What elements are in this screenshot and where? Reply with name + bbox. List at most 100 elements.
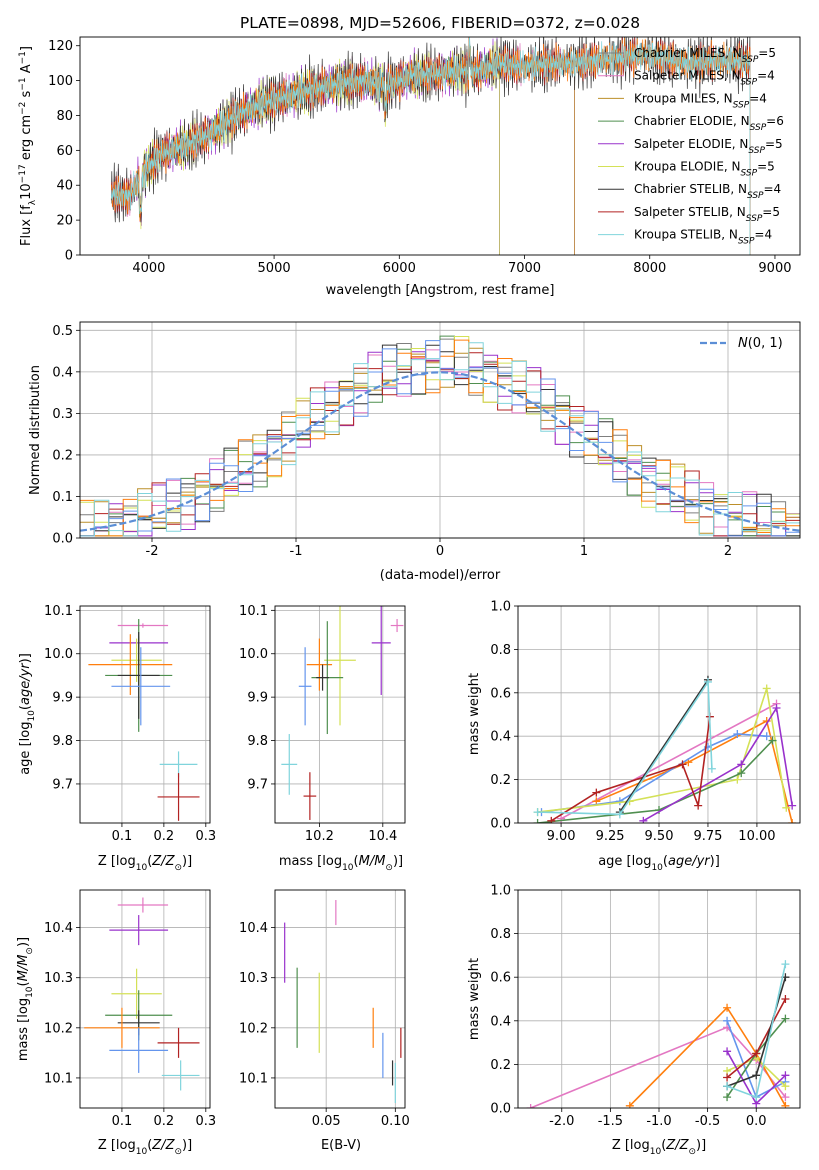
- weight-marker: [788, 801, 797, 810]
- legend-label: N(0, 1): [738, 336, 783, 351]
- weight-marker: [639, 816, 648, 823]
- gaussian-curve: [80, 371, 800, 532]
- weight-marker: [615, 810, 624, 819]
- y-tick-label: 9.9: [52, 691, 73, 706]
- weight-marker: [723, 1003, 732, 1012]
- x-tick-label: -2: [146, 544, 159, 559]
- y-tick-label: 10.1: [44, 604, 73, 619]
- y-tick-label: 10.3: [44, 971, 73, 986]
- panel-age_vs_mass: 10.2 10.4 9.7 9.8 9.9 10.0 10.1 mass [log10(M/M…: [239, 604, 406, 873]
- histogram-series: [80, 342, 800, 537]
- x-tick-label: 5000: [258, 261, 291, 276]
- axes-frame: [274, 605, 406, 824]
- panel-spectrum: 4000 5000 6000 7000 8000 9000 0 20 40 60 80 100 120 P…: [18, 14, 801, 298]
- plot-area-weight_vs_z: [526, 960, 790, 1108]
- weight-marker: [762, 684, 771, 693]
- mass-ebv-xlabel: E(B-V): [321, 1138, 361, 1153]
- x-tick-label: 0.2: [154, 1114, 175, 1129]
- weight-line: [560, 702, 777, 820]
- y-tick-label: 0: [65, 249, 73, 264]
- weight-marker: [723, 1073, 732, 1082]
- x-tick-label: 0.05: [312, 1114, 341, 1129]
- weight-marker: [547, 816, 556, 823]
- weight-marker: [723, 1082, 732, 1091]
- weight-marker: [533, 808, 542, 817]
- panel-residuals: -2 -1 0 1 2 0.0 0.1 0.2 0.3 0.4 0.5 (data-model)/er…: [28, 321, 801, 583]
- weight-marker: [703, 677, 712, 686]
- weight-marker: [526, 1104, 535, 1108]
- y-tick-label: 9.7: [52, 777, 73, 792]
- y-tick-label: 0.8: [490, 927, 511, 942]
- x-tick-label: 9.25: [596, 829, 625, 844]
- y-tick-label: 1.0: [490, 600, 511, 615]
- legend-label: Kroupa MILES, NSSP=4: [634, 91, 767, 110]
- y-tick-label: 0.6: [490, 971, 511, 986]
- y-tick-label: 60: [56, 144, 73, 159]
- y-tick-label: 0.0: [52, 532, 73, 547]
- residuals-ylabel: Normed distribution: [28, 365, 43, 495]
- y-tick-label: 9.8: [52, 734, 73, 749]
- weight-marker: [752, 1093, 761, 1102]
- weight-marker: [615, 797, 624, 806]
- weight-z-xlabel: Z [log10(Z/Z⊙)]: [612, 1138, 706, 1157]
- weight-marker: [752, 1071, 761, 1080]
- weight-age-xlabel: age [log10(age/yr)]: [598, 854, 720, 873]
- x-tick-label: -0.5: [695, 1114, 720, 1129]
- x-tick-label: 0.10: [381, 1114, 410, 1129]
- x-tick-label: 0.1: [112, 829, 133, 844]
- weight-line: [642, 705, 793, 822]
- axes-frame: [79, 889, 211, 1109]
- weight-marker: [592, 788, 601, 797]
- plot-area-mass_vs_z: [84, 897, 200, 1091]
- mass-z-ylabel: mass [log10(M/M⊙)]: [16, 937, 35, 1061]
- y-tick-label: 0.3: [52, 407, 73, 422]
- age-z-ylabel: age [log10(age/yr)]: [18, 653, 37, 775]
- x-tick-label: 7000: [508, 261, 541, 276]
- y-tick-label: 10.0: [239, 647, 268, 662]
- weight-marker: [781, 1101, 790, 1108]
- x-tick-label: 2: [724, 544, 732, 559]
- axes-frame: [517, 889, 801, 1109]
- plot-area-age_vs_z: [88, 619, 200, 821]
- y-tick-label: 40: [56, 179, 73, 194]
- x-tick-label: 9.50: [645, 829, 674, 844]
- x-tick-label: 9.00: [547, 829, 576, 844]
- legend-label: Chabrier MILES, NSSP=5: [634, 46, 776, 65]
- y-tick-label: 0.2: [52, 448, 73, 463]
- weight-marker: [781, 1082, 790, 1091]
- x-tick-label: 0.1: [112, 1114, 133, 1129]
- x-tick-label: 10.00: [738, 829, 775, 844]
- x-tick-label: -1.5: [598, 1114, 623, 1129]
- plot-area-residuals: [80, 335, 800, 537]
- y-tick-label: 10.2: [239, 1021, 268, 1036]
- plot-area-mass_vs_ebv: [284, 900, 402, 1103]
- spectrum-line: [110, 37, 751, 255]
- weight-marker: [733, 775, 742, 784]
- axes-frame: [79, 36, 801, 256]
- weight-marker: [781, 1014, 790, 1023]
- weight-marker: [772, 703, 781, 712]
- legend-label: Kroupa ELODIE, NSSP=5: [634, 160, 775, 179]
- x-tick-label: 6000: [383, 261, 416, 276]
- y-tick-label: 0.4: [52, 365, 73, 380]
- age-mass-xlabel: mass [log10(M/M⊙)]: [279, 854, 403, 873]
- weight-marker: [737, 760, 746, 769]
- legend-label: Salpeter ELODIE, NSSP=5: [634, 137, 783, 156]
- x-tick-label: 10.4: [368, 829, 397, 844]
- y-tick-label: 0.4: [490, 1014, 511, 1029]
- y-tick-label: 0.8: [490, 643, 511, 658]
- weight-marker: [678, 760, 687, 769]
- axes-frame: [79, 605, 211, 824]
- panel-mass_vs_z: 0.1 0.2 0.3 10.1 10.2 10.3 10.4 Z [log10(Z/Z⊙)]…: [16, 889, 216, 1157]
- legend-label: Salpeter STELIB, NSSP=5: [634, 205, 780, 224]
- y-tick-label: 0.2: [490, 1058, 511, 1073]
- y-tick-label: 0.1: [52, 490, 73, 505]
- y-tick-label: 0.0: [490, 817, 511, 832]
- weight-marker: [762, 732, 771, 741]
- x-tick-label: -1.0: [646, 1114, 671, 1129]
- weight-marker: [781, 1071, 790, 1080]
- x-tick-label: 10.2: [305, 829, 334, 844]
- histogram-series: [80, 340, 800, 537]
- y-tick-label: 9.7: [247, 777, 268, 792]
- age-z-xlabel: Z [log10(Z/Z⊙)]: [98, 854, 192, 873]
